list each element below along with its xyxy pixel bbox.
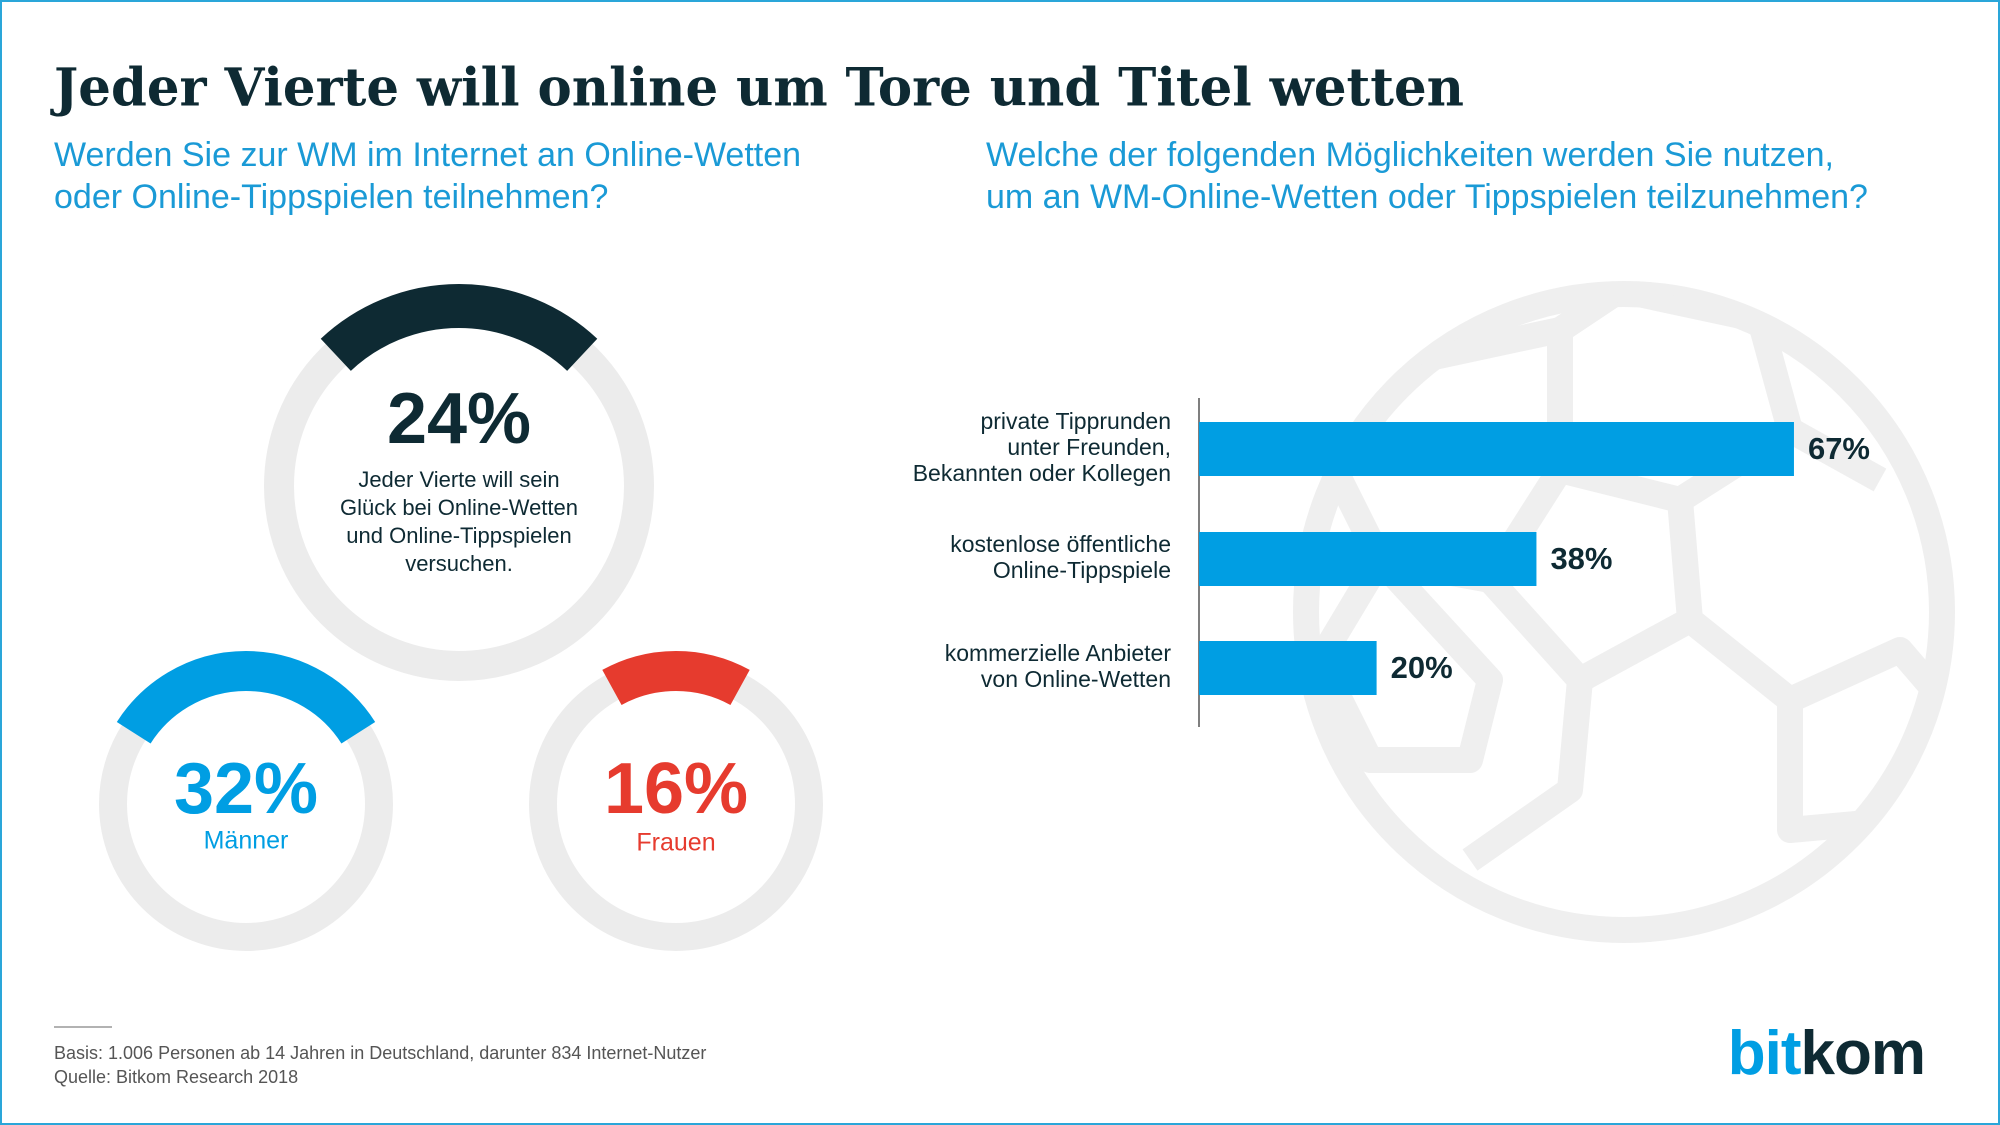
bar-value-label: 67% <box>1808 431 1870 466</box>
bar-value-label: 20% <box>1391 650 1453 685</box>
title: Jeder Vierte will online um Tore und Tit… <box>50 58 1464 119</box>
gauge-caption: Frauen <box>636 829 715 857</box>
category-label: unter Freunden, <box>1007 434 1171 460</box>
gauge-caption: und Online-Tippspielen <box>346 523 571 548</box>
gauge-caption: Glück bei Online-Wetten <box>340 495 578 520</box>
gauge-value: 24% <box>387 379 531 459</box>
gauge-arc <box>116 651 376 744</box>
category-label: private Tipprunden <box>980 408 1171 434</box>
gauge-caption: Männer <box>204 827 289 855</box>
footnote: Basis: 1.006 Personen ab 14 Jahren in De… <box>54 1043 706 1063</box>
logo-part: kom <box>1801 1019 1925 1088</box>
gauge-caption: Jeder Vierte will sein <box>358 467 559 492</box>
category-label: von Online-Wetten <box>981 666 1171 692</box>
category-label: kostenlose öffentliche <box>950 531 1171 557</box>
category-label: Bekannten oder Kollegen <box>913 460 1171 486</box>
gauge-arc <box>602 651 750 706</box>
bar <box>1199 422 1794 476</box>
bar-value-label: 38% <box>1550 541 1612 576</box>
gauge-arc <box>320 284 598 372</box>
ball-seam <box>1462 678 1593 871</box>
subtitle: Welche der folgenden Möglichkeiten werde… <box>986 136 1834 174</box>
subtitle: um an WM-Online-Wetten oder Tippspielen … <box>986 178 1868 216</box>
subtitle: Werden Sie zur WM im Internet an Online-… <box>54 136 801 174</box>
subtitle: oder Online-Tippspielen teilnehmen? <box>54 178 608 216</box>
gauge-caption: versuchen. <box>405 551 513 576</box>
bar <box>1199 641 1377 695</box>
logo-part: bit <box>1728 1019 1801 1088</box>
gauge-value: 32% <box>174 749 318 829</box>
bar <box>1199 532 1537 586</box>
logo: bitkom <box>1728 1019 1925 1088</box>
category-label: Online-Tippspiele <box>993 557 1171 583</box>
footnote: Quelle: Bitkom Research 2018 <box>54 1067 298 1087</box>
category-label: kommerzielle Anbieter <box>945 640 1172 666</box>
gauge-value: 16% <box>604 749 748 829</box>
